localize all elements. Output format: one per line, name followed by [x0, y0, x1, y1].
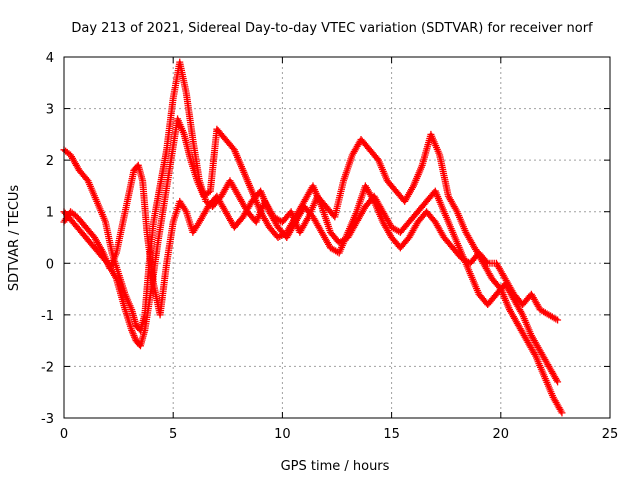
plot-frame	[63, 56, 611, 419]
y-tick-label: 2	[46, 154, 54, 169]
axis-ticks: 0 5 10 15 20 25 -3 -2 -1 0 1 2 3 4	[41, 51, 618, 442]
y-tick-label: 1	[46, 206, 54, 221]
data-point	[558, 409, 566, 417]
y-axis-label: SDTVAR / TECUs	[7, 185, 22, 292]
y-tick-label: -2	[41, 360, 54, 375]
data-point	[482, 258, 490, 266]
data-points	[60, 58, 566, 417]
y-tick-label: 3	[46, 103, 54, 118]
series-track-b	[60, 115, 562, 386]
y-tick-label: 4	[46, 51, 54, 66]
x-tick-label: 0	[60, 427, 68, 442]
chart-title: Day 213 of 2021, Sidereal Day-to-day VTE…	[71, 21, 593, 36]
x-tick-label: 10	[274, 427, 291, 442]
x-tick-label: 15	[383, 427, 400, 442]
data-point	[554, 378, 562, 386]
series-track-c	[60, 161, 562, 324]
y-tick-label: 0	[46, 257, 54, 272]
x-axis-label: GPS time / hours	[281, 459, 390, 474]
y-tick-label: -3	[41, 412, 54, 427]
y-tick-label: -1	[41, 309, 54, 324]
x-tick-label: 25	[602, 427, 619, 442]
data-point	[554, 316, 562, 324]
x-tick-label: 5	[169, 427, 177, 442]
x-tick-label: 20	[493, 427, 510, 442]
series-track-a	[60, 58, 566, 417]
